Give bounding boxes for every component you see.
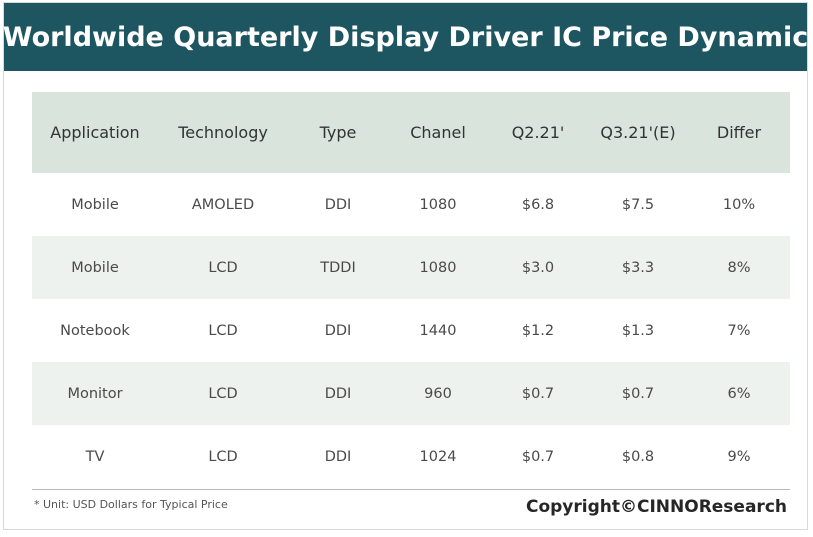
table-cell: Mobile <box>71 259 119 276</box>
table-cell: $0.7 <box>521 385 555 402</box>
table-cell: $0.7 <box>521 448 555 465</box>
table-cell: 1024 <box>419 448 457 465</box>
table-cell: $0.8 <box>621 448 655 465</box>
table-cell: Mobile <box>71 196 119 213</box>
table-cell: DDI <box>324 196 352 213</box>
table-cell: LCD <box>208 448 238 465</box>
table-row: Mobile AMOLED DDI 1080 $6.8 $7.5 10% <box>32 173 790 236</box>
column-header: Differ <box>716 123 762 142</box>
column-header: Application <box>50 123 140 142</box>
footer-divider <box>32 489 790 490</box>
table-cell: LCD <box>208 322 238 339</box>
table-cell: Notebook <box>60 322 130 339</box>
table-row: Mobile LCD TDDI 1080 $3.0 $3.3 8% <box>32 236 790 299</box>
table-cell: $6.8 <box>521 196 555 213</box>
table-row: Monitor LCD DDI 960 $0.7 $0.7 6% <box>32 362 790 425</box>
table-cell: 9% <box>727 448 751 465</box>
table-cell: DDI <box>324 385 352 402</box>
table-cell: $1.2 <box>521 322 555 339</box>
column-header: Q3.21'(E) <box>600 123 676 142</box>
table-cell: $7.5 <box>621 196 655 213</box>
table-cell: TDDI <box>320 259 356 276</box>
copyright-label: Copyright©CINNOResearch <box>525 497 787 517</box>
table-row: Notebook LCD DDI 1440 $1.2 $1.3 7% <box>32 299 790 362</box>
table-cell: 8% <box>727 259 751 276</box>
table-cell: DDI <box>324 322 352 339</box>
table-cell: $1.3 <box>621 322 655 339</box>
unit-footnote: * Unit: USD Dollars for Typical Price <box>34 498 228 511</box>
table-cell: DDI <box>324 448 352 465</box>
table-cell: 10% <box>722 196 756 213</box>
table-cell: $3.0 <box>521 259 555 276</box>
table-cell: LCD <box>208 385 238 402</box>
report-card: Worldwide Quarterly Display Driver IC Pr… <box>3 2 808 530</box>
table-cell: TV <box>85 448 105 465</box>
column-header: Chanel <box>410 123 466 142</box>
table-cell: 1080 <box>419 259 457 276</box>
table-cell: 6% <box>727 385 751 402</box>
table-cell: 1080 <box>419 196 457 213</box>
column-header: Q2.21' <box>511 123 565 142</box>
table-cell: $0.7 <box>621 385 655 402</box>
title-banner: Worldwide Quarterly Display Driver IC Pr… <box>2 3 809 71</box>
table-cell: LCD <box>208 259 238 276</box>
page-title: Worldwide Quarterly Display Driver IC Pr… <box>2 21 809 53</box>
table-cell: 960 <box>424 385 452 402</box>
price-table: Application Technology Type Chanel Q2.21' Q3.… <box>32 92 790 488</box>
table-cell: $3.3 <box>621 259 655 276</box>
table-row: TV LCD DDI 1024 $0.7 $0.8 9% <box>32 425 790 488</box>
table-body: Mobile AMOLED DDI 1080 $6.8 $7.5 10% Mobile LCD T… <box>32 173 790 488</box>
table-cell: AMOLED <box>191 196 255 213</box>
table-cell: 7% <box>727 322 751 339</box>
table-header-row: Application Technology Type Chanel Q2.21' Q3.… <box>32 92 790 173</box>
column-header: Type <box>319 123 357 142</box>
column-header: Technology <box>178 123 268 142</box>
table-cell: 1440 <box>419 322 457 339</box>
table-cell: Monitor <box>67 385 123 402</box>
